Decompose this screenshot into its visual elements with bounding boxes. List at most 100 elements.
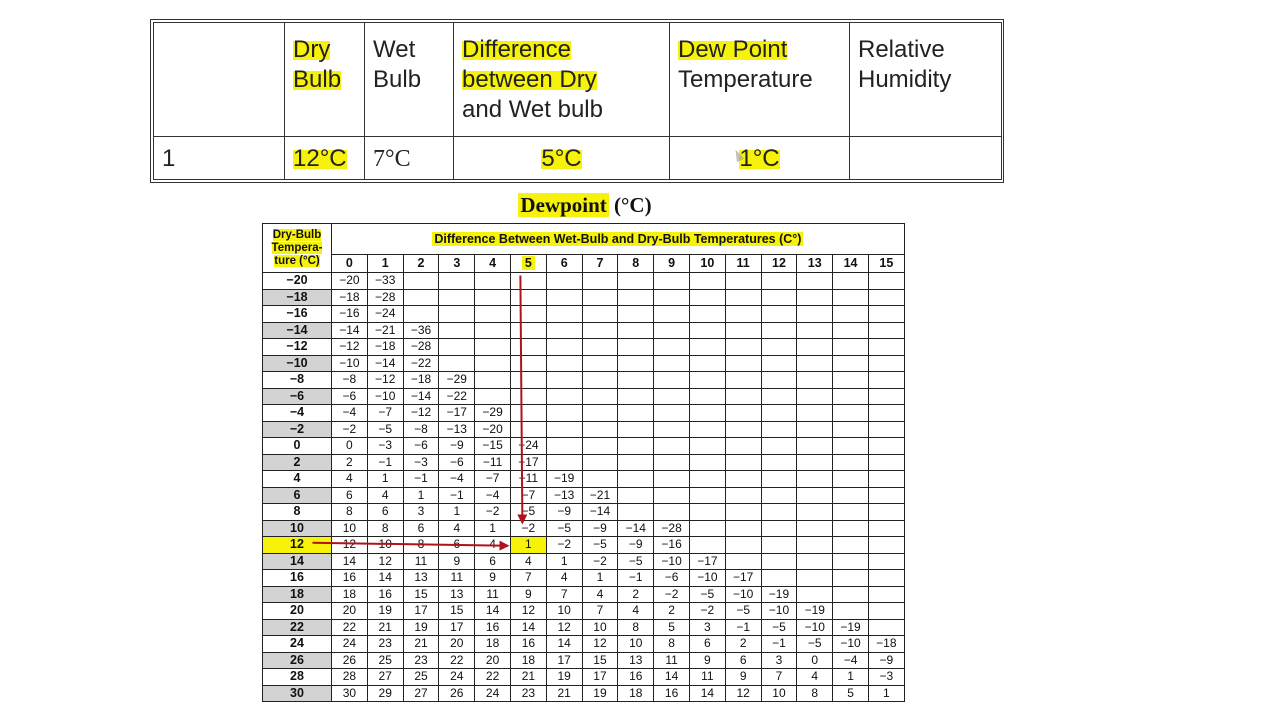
dewpoint-value-cell: [688, 305, 726, 323]
dewpoint-value-cell: [402, 305, 440, 323]
dewpoint-value-cell: 22: [474, 668, 511, 686]
summary-header-dew-point: Dew Point Temperature: [669, 22, 850, 137]
dewpoint-value-cell: [474, 288, 511, 306]
difference-column-label: 10: [700, 256, 715, 270]
dewpoint-value-cell: −7: [474, 470, 511, 488]
dewpoint-value-cell: −6: [402, 437, 440, 455]
dewpoint-value-cell: −28: [366, 288, 404, 306]
summary-relative-humidity-cell[interactable]: [849, 135, 1002, 180]
dewpoint-value-cell: 1: [402, 486, 440, 504]
dry-bulb-value-cell: 0: [262, 437, 332, 455]
dewpoint-value-cell: −20: [474, 420, 511, 438]
dewpoint-value-cell: −17: [724, 569, 762, 587]
dewpoint-value-cell: 27: [402, 684, 440, 702]
dewpoint-value-cell: [617, 420, 655, 438]
dewpoint-value-cell: −9: [545, 503, 583, 521]
dewpoint-value-cell: [760, 470, 798, 488]
dewpoint-value-cell: 10: [331, 519, 368, 537]
dewpoint-value-cell: 11: [688, 668, 726, 686]
dewpoint-value-cell: 24: [438, 668, 476, 686]
dewpoint-row: −20 −20 −33: [262, 272, 905, 290]
dewpoint-value-cell: [796, 338, 834, 356]
dewpoint-value-cell: [796, 536, 834, 554]
summary-table-frame: Dry Bulb Wet Bulb Difference between Dry…: [150, 19, 1004, 183]
dewpoint-value-cell: [581, 404, 619, 422]
dewpoint-value-cell: 12: [545, 618, 583, 636]
dewpoint-value-cell: −2: [653, 585, 690, 603]
dewpoint-value-cell: 13: [438, 585, 476, 603]
wet-bulb-line1: Wet: [373, 36, 416, 63]
dewpoint-value-cell: 14: [366, 569, 404, 587]
dewpoint-value-cell: −4: [474, 486, 511, 504]
dewpoint-value-cell: [867, 437, 905, 455]
dewpoint-value-cell: [796, 437, 834, 455]
dry-bulb-value-cell: 16: [262, 569, 332, 587]
dewpoint-value-cell: 26: [331, 651, 368, 669]
dewpoint-value-cell: [867, 569, 905, 587]
dewpoint-value-cell: −18: [867, 635, 905, 653]
dewpoint-value-cell: 9: [438, 552, 476, 570]
dewpoint-value-cell: [832, 536, 869, 554]
dewpoint-value-cell: −8: [402, 420, 440, 438]
dewpoint-value-cell: [832, 602, 869, 620]
dewpoint-value-cell: 1: [832, 668, 869, 686]
dewpoint-value-cell: [653, 354, 690, 372]
dewpoint-value-cell: [617, 437, 655, 455]
dewpoint-value-cell: −4: [832, 651, 869, 669]
dewpoint-value-cell: 14: [331, 552, 368, 570]
dewpoint-row: −16 −16 −24: [262, 305, 905, 323]
summary-table: Dry Bulb Wet Bulb Difference between Dry…: [153, 22, 1002, 180]
dewpoint-value-cell: 4: [545, 569, 583, 587]
dewpoint-value-cell: 12: [509, 602, 547, 620]
dewpoint-value-cell: [509, 371, 547, 389]
dewpoint-value-cell: [724, 453, 762, 471]
dewpoint-value-cell: [867, 602, 905, 620]
dewpoint-value-cell: −12: [402, 404, 440, 422]
dewpoint-value-cell: [724, 387, 762, 405]
dewpoint-value-cell: [796, 519, 834, 537]
dewpoint-value-cell: −5: [760, 618, 798, 636]
dewpoint-value-cell: [581, 387, 619, 405]
dewpoint-value-cell: [581, 371, 619, 389]
dry-bulb-header-line2: Tempera-: [271, 241, 323, 254]
dewpoint-value-cell: [867, 453, 905, 471]
dewpoint-value-cell: 8: [366, 519, 404, 537]
dewpoint-value-cell: 21: [545, 684, 583, 702]
dewpoint-value-cell: [653, 404, 690, 422]
dewpoint-value-cell: −1: [760, 635, 798, 653]
dry-bulb-value-cell: 14: [262, 552, 332, 570]
difference-column-header-4: 4: [474, 254, 511, 273]
dewpoint-value-cell: 11: [474, 585, 511, 603]
summary-header-wet-bulb: Wet Bulb: [364, 22, 454, 137]
dewpoint-value-cell: −3: [867, 668, 905, 686]
dewpoint-value-cell: −14: [402, 387, 440, 405]
dewpoint-value-cell: [617, 338, 655, 356]
dewpoint-value-cell: [760, 453, 798, 471]
dewpoint-row: 4 4 1 −1 −4 −7 −11 −19: [262, 470, 905, 488]
dewpoint-value-cell: [832, 437, 869, 455]
dewpoint-value-cell: [760, 486, 798, 504]
dewpoint-value-cell: 22: [438, 651, 476, 669]
difference-column-header-14: 14: [832, 254, 869, 273]
dewpoint-value-cell: [653, 321, 690, 339]
dewpoint-value-cell: −11: [474, 453, 511, 471]
dewpoint-value-cell: [796, 552, 834, 570]
dewpoint-value-cell: 16: [509, 635, 547, 653]
dewpoint-value-cell: 6: [688, 635, 726, 653]
dewpoint-value-cell: 23: [402, 651, 440, 669]
dewpoint-value-cell: 18: [617, 684, 655, 702]
difference-column-label: 8: [632, 256, 640, 270]
dewpoint-value-cell: 18: [331, 585, 368, 603]
dewpoint-value-cell: 12: [581, 635, 619, 653]
dewpoint-value-cell: [724, 536, 762, 554]
dewpoint-value-cell: 14: [474, 602, 511, 620]
dewpoint-value-cell: 21: [366, 618, 404, 636]
dewpoint-row: 24 24 23 21 20 18 16 14 12 10 8 6 2 −1 −5 −10 −18: [262, 635, 905, 653]
dewpoint-value-cell: [832, 321, 869, 339]
dewpoint-table-body: −20 −20 −33 −18 −18 −28 −16 −16 −24 −14 −14 −21 −36−…: [262, 272, 905, 702]
dewpoint-value-cell: [688, 453, 726, 471]
dewpoint-value-cell: [509, 321, 547, 339]
dewpoint-value-cell: [796, 420, 834, 438]
dry-bulb-value-cell: 12: [262, 536, 332, 554]
dewpoint-value-cell: 3: [760, 651, 798, 669]
